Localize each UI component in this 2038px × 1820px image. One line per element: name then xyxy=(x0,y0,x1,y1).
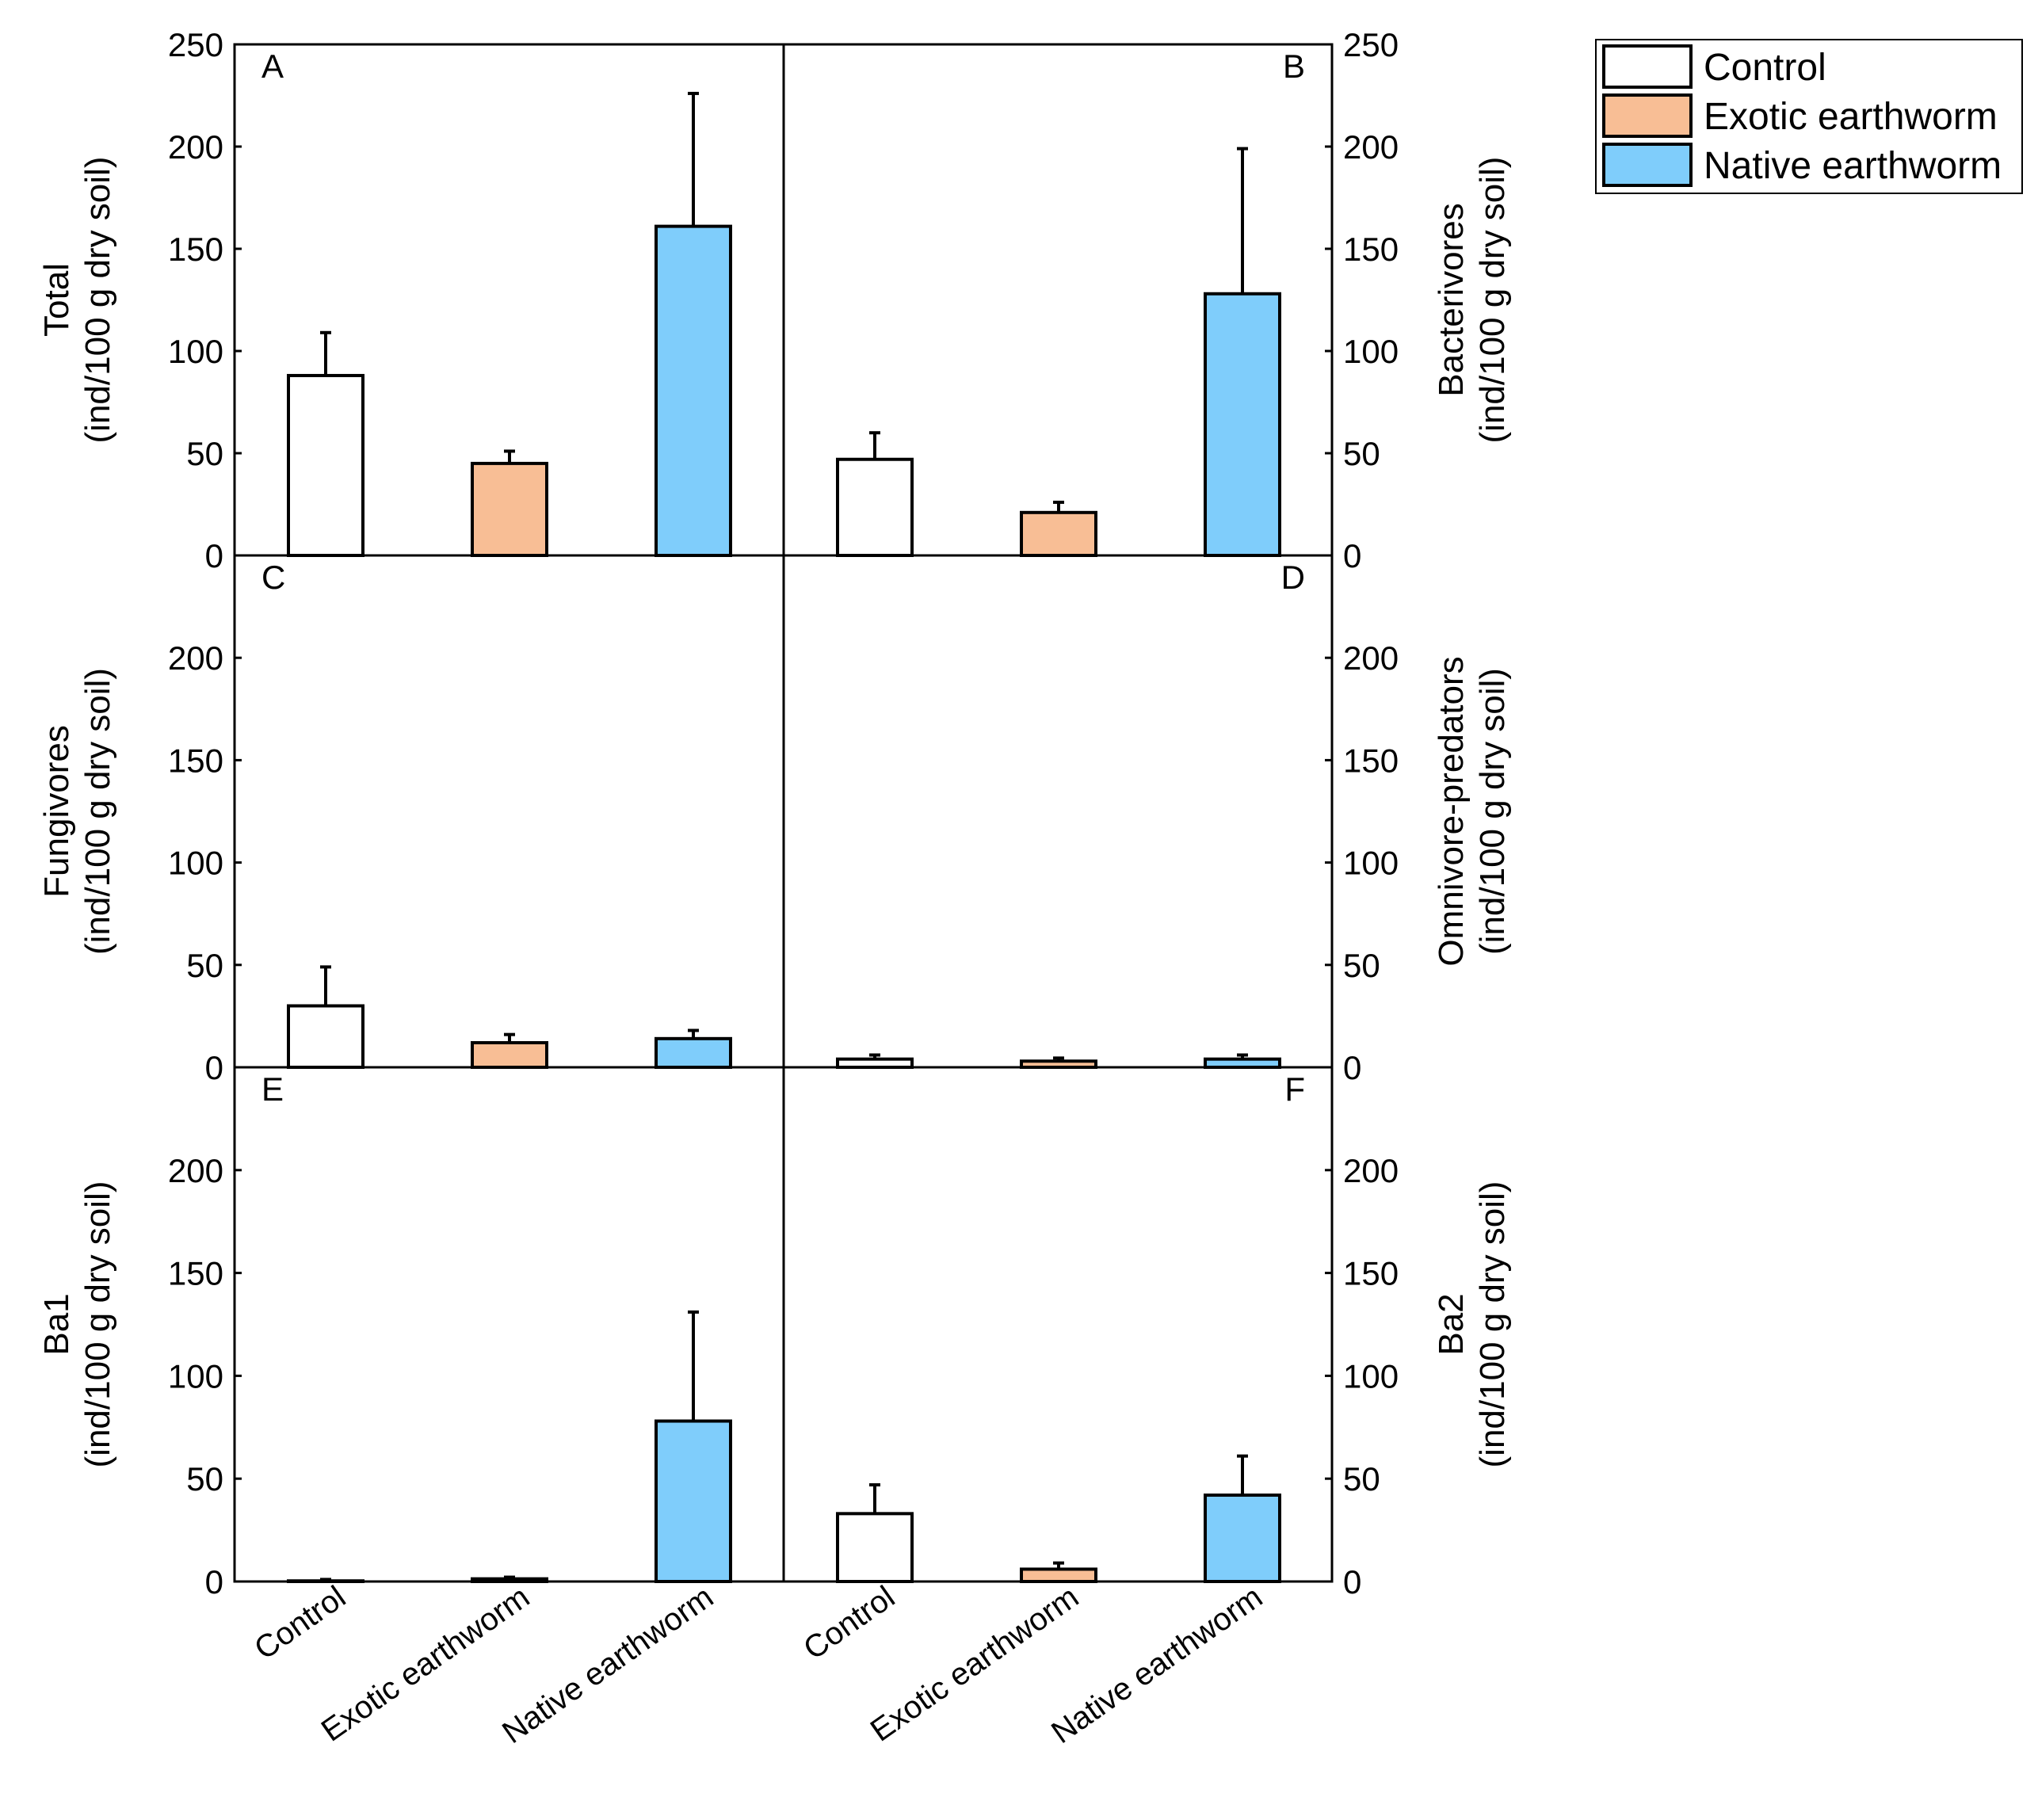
bar-b-0 xyxy=(836,457,914,557)
y-tick-label: 150 xyxy=(168,742,223,779)
y-axis-title-d: Omnivore-predators xyxy=(1432,656,1471,966)
bar-f-2 xyxy=(1204,1493,1281,1584)
bar-c-1 xyxy=(471,1040,548,1069)
y-axis-title-f: Ba2 xyxy=(1432,1293,1471,1355)
y-tick-label: 150 xyxy=(168,1255,223,1292)
legend-swatch-exotic xyxy=(1602,93,1693,138)
y-tick-label: 50 xyxy=(1343,435,1380,472)
bar-e-1 xyxy=(471,1577,548,1584)
y-tick-label: 250 xyxy=(168,26,223,63)
y-axis-title-c: Fungivores xyxy=(37,725,76,898)
y-tick-label: 0 xyxy=(205,537,223,574)
bar-d-2 xyxy=(1204,1057,1281,1069)
y-tick-label: 250 xyxy=(1343,26,1399,63)
panel-c: 0 50 100 150 200 C Fungivores (ind/100 g dry so… xyxy=(37,559,732,1086)
y-tick-label: 50 xyxy=(186,1460,223,1498)
y-tick-label: 0 xyxy=(1343,537,1361,574)
legend: Control Exotic earthworm Native earthwor… xyxy=(1595,39,2023,194)
y-tick-label: 200 xyxy=(168,128,223,166)
y-axis-unit-d: (ind/100 g dry soil) xyxy=(1473,668,1512,955)
bar-a-1 xyxy=(471,461,548,558)
bar-c-0 xyxy=(287,1004,364,1069)
y-axis-title-b: Bacterivores xyxy=(1432,203,1471,397)
y-tick-label: 200 xyxy=(1343,639,1399,677)
y-tick-label: 150 xyxy=(1343,231,1399,268)
x-category-label-e-0: Control xyxy=(248,1579,352,1666)
panel-a: 0 50 100 150 200 250 A Total (ind/100 g dry soil… xyxy=(37,26,732,574)
y-tick-label: 100 xyxy=(1343,1357,1399,1395)
y-tick-label: 100 xyxy=(168,1357,223,1395)
bar-a-2 xyxy=(655,224,732,557)
y-tick-label: 200 xyxy=(1343,128,1399,166)
y-tick-label: 50 xyxy=(1343,1460,1380,1498)
panel-letter-b: B xyxy=(1283,48,1305,85)
legend-label-native: Native earthworm xyxy=(1704,145,2002,187)
y-axis-unit-f: (ind/100 g dry soil) xyxy=(1473,1181,1512,1468)
y-axis-unit-c: (ind/100 g dry soil) xyxy=(78,668,117,955)
bar-c-2 xyxy=(655,1036,732,1069)
y-tick-label: 50 xyxy=(186,947,223,984)
y-tick-label: 150 xyxy=(168,231,223,268)
bar-a-0 xyxy=(287,373,364,557)
legend-label-exotic: Exotic earthworm xyxy=(1704,96,1998,138)
y-tick-label: 100 xyxy=(1343,845,1399,882)
y-tick-label: 150 xyxy=(1343,742,1399,779)
x-category-label-f-0: Control xyxy=(797,1579,901,1666)
bar-f-1 xyxy=(1020,1567,1097,1583)
y-tick-label: 0 xyxy=(205,1563,223,1601)
y-tick-label: 0 xyxy=(1343,1563,1361,1601)
bar-f-0 xyxy=(836,1512,914,1584)
panel-letter-f: F xyxy=(1284,1070,1305,1108)
panel-letter-c: C xyxy=(261,559,285,596)
bar-d-0 xyxy=(836,1057,914,1069)
panel-letter-a: A xyxy=(261,48,284,85)
panel-frames xyxy=(233,43,1334,1583)
y-tick-label: 100 xyxy=(168,845,223,882)
y-tick-label: 100 xyxy=(168,333,223,370)
y-tick-label: 50 xyxy=(186,435,223,472)
panel-d: 0 50 100 150 200 D Omnivore-predators (ind/100 … xyxy=(836,559,1512,1086)
panel-letter-d: D xyxy=(1281,559,1305,596)
y-tick-label: 0 xyxy=(205,1049,223,1086)
y-tick-label: 150 xyxy=(1343,1255,1399,1292)
panel-e: 0 50 100 150 200 E Ba1 (ind/100 g dry soil) xyxy=(37,1070,732,1601)
y-tick-label: 100 xyxy=(1343,333,1399,370)
y-tick-label: 200 xyxy=(1343,1152,1399,1189)
y-tick-label: 200 xyxy=(168,1152,223,1189)
legend-swatch-native xyxy=(1602,143,1693,187)
panel-f: 0 50 100 150 200 F Ba2 (ind/100 g dry soil) xyxy=(836,1070,1512,1601)
y-axis-title-e: Ba1 xyxy=(37,1293,76,1355)
bar-b-1 xyxy=(1020,510,1097,558)
y-axis-unit-e: (ind/100 g dry soil) xyxy=(78,1181,117,1468)
y-tick-label: 50 xyxy=(1343,947,1380,984)
y-tick-label: 200 xyxy=(168,639,223,677)
y-axis-title-a: Total xyxy=(37,263,76,337)
y-axis-unit-b: (ind/100 g dry soil) xyxy=(1473,157,1512,444)
panel-b: 0 50 100 150 200 250 B Bacterivores (ind/100 g d… xyxy=(836,26,1512,574)
panel-letter-e: E xyxy=(261,1070,284,1108)
legend-label-control: Control xyxy=(1704,47,1826,89)
legend-swatch-control xyxy=(1602,44,1693,89)
y-axis-unit-a: (ind/100 g dry soil) xyxy=(78,157,117,444)
bar-e-2 xyxy=(655,1419,732,1583)
bar-b-2 xyxy=(1204,292,1281,557)
y-tick-label: 0 xyxy=(1343,1049,1361,1086)
bar-d-1 xyxy=(1020,1059,1097,1070)
